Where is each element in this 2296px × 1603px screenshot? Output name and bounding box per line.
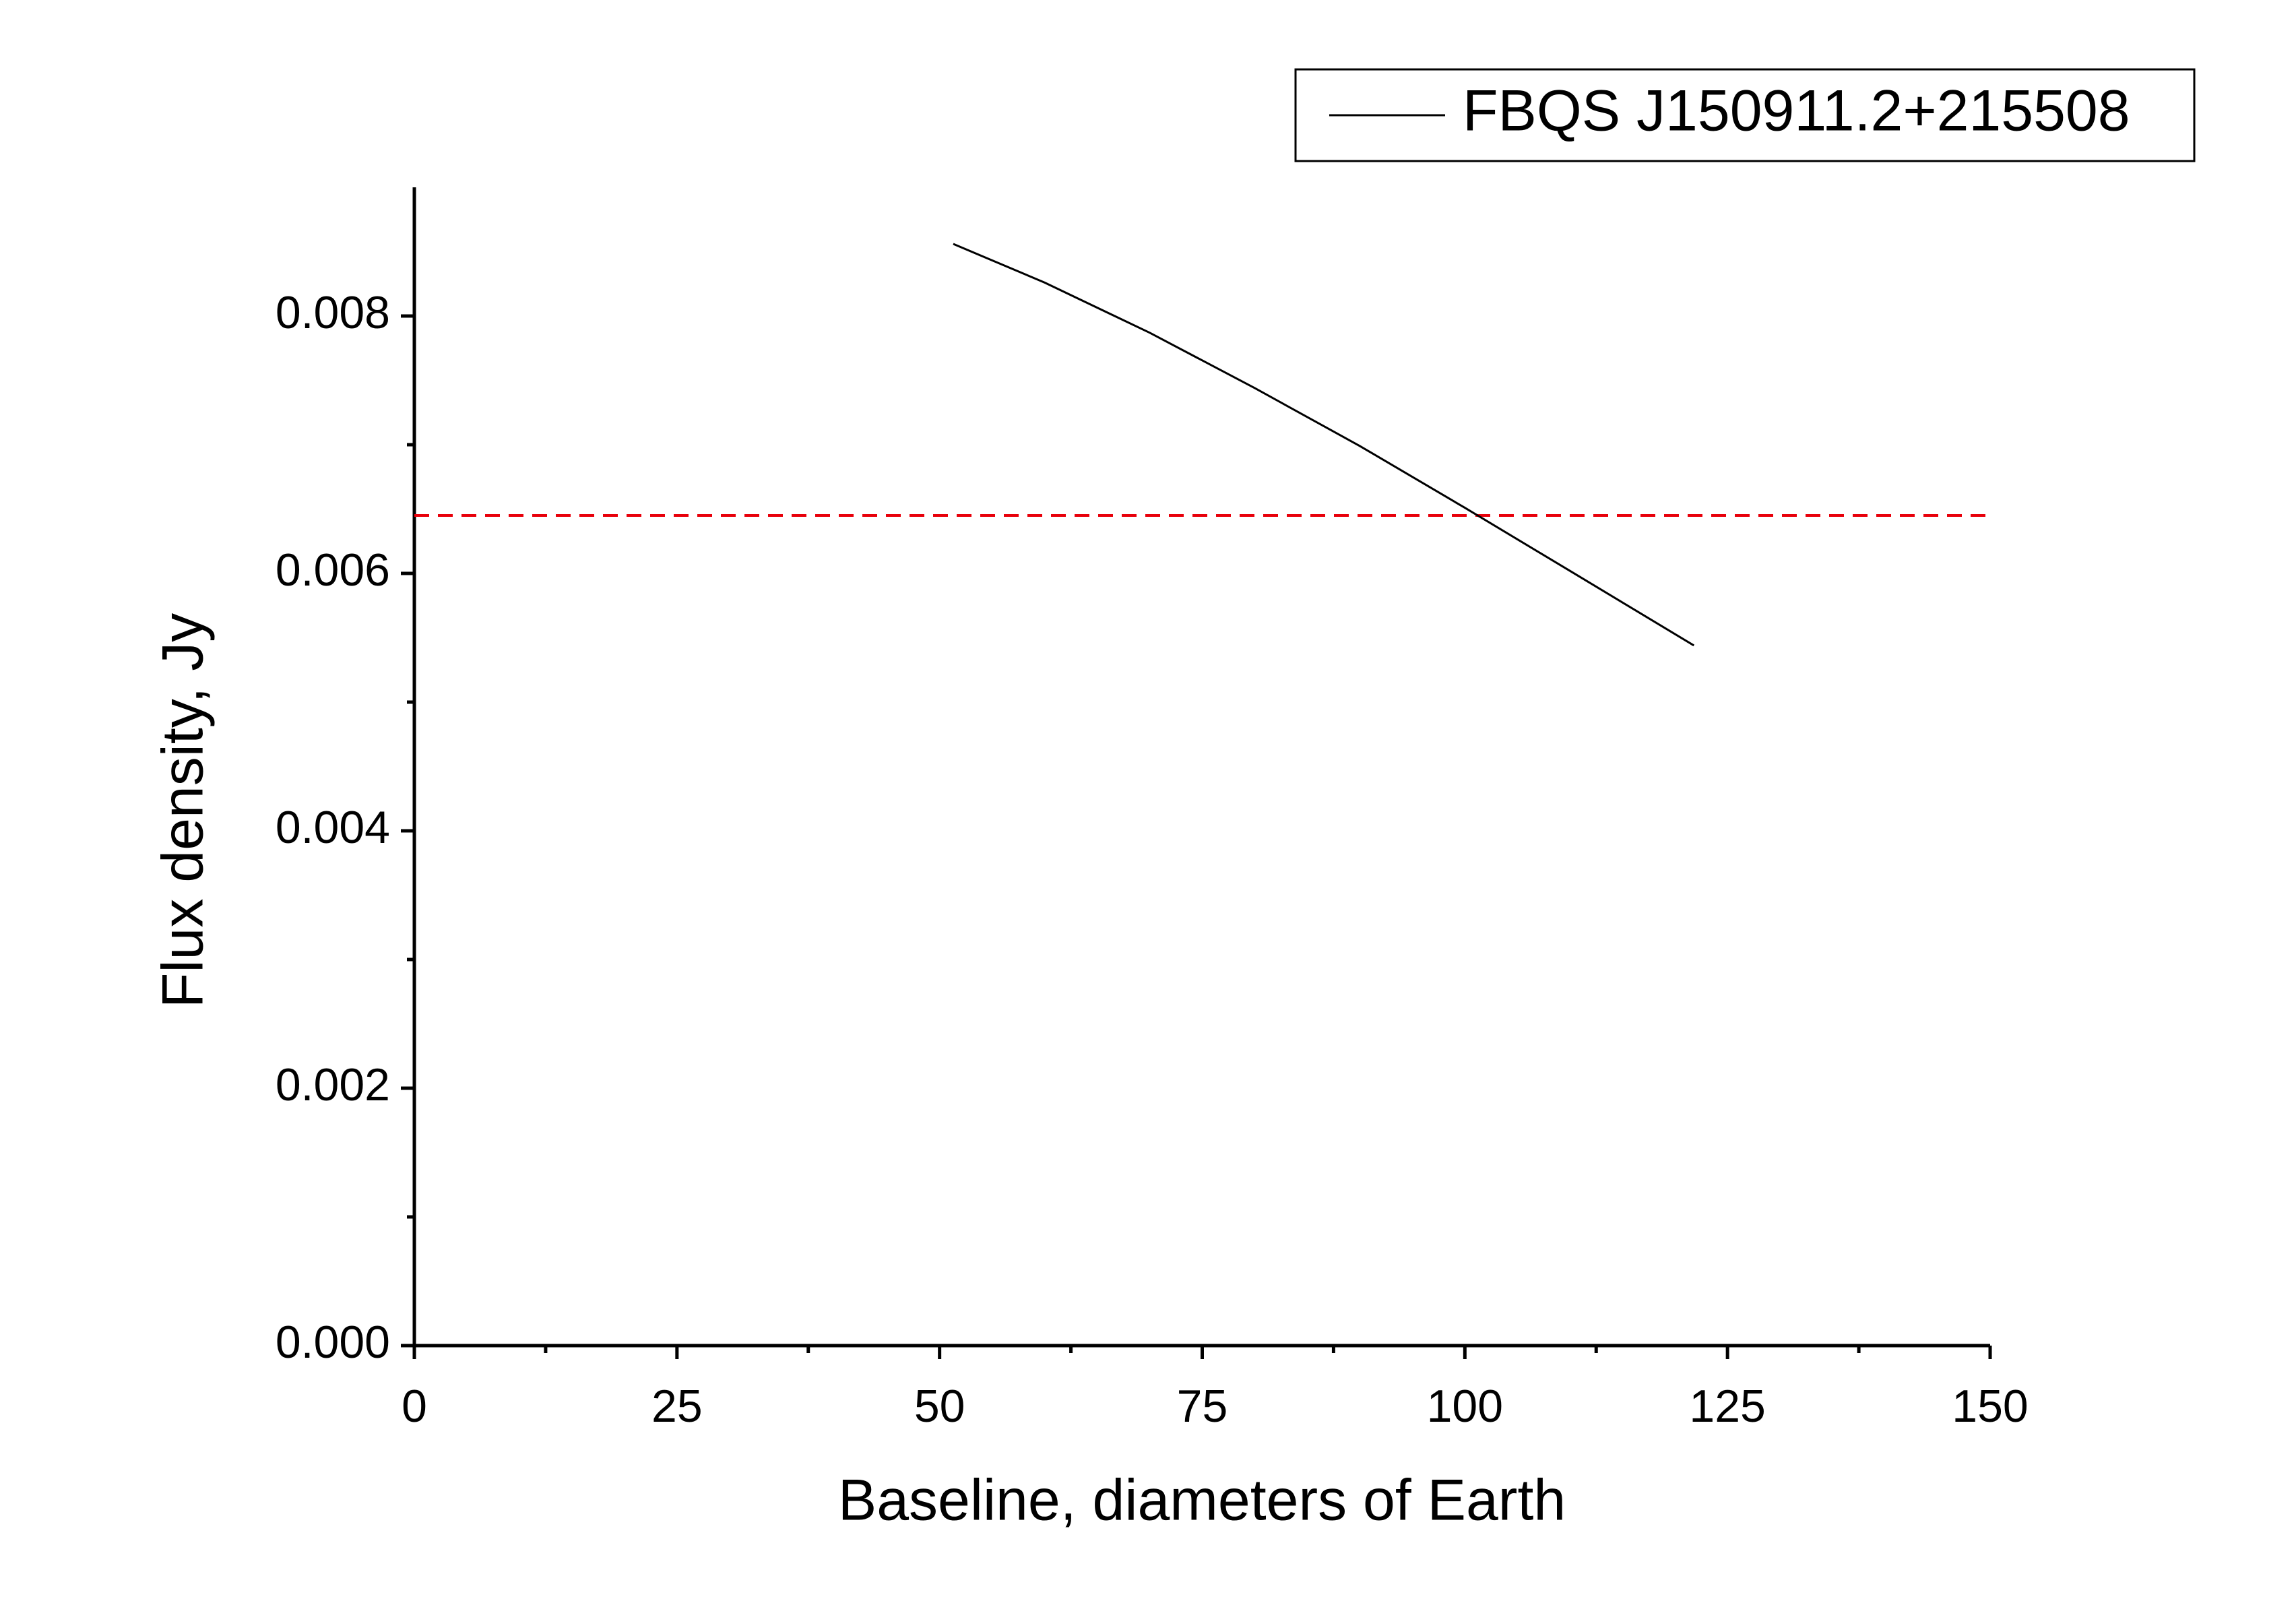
- series-line: [953, 243, 1695, 647]
- x-tick-label: 125: [1689, 1381, 1765, 1432]
- y-tick-label: 0.000: [276, 1317, 390, 1368]
- y-tick-label: 0.006: [276, 544, 390, 596]
- legend-label: FBQS J150911.2+215508: [1463, 79, 2130, 144]
- x-axis-label: Baseline, diameters of Earth: [838, 1468, 1566, 1533]
- x-tick-label: 100: [1427, 1381, 1503, 1432]
- x-tick-label: 150: [1952, 1381, 2028, 1432]
- y-tick-label: 0.008: [276, 287, 390, 338]
- x-tick-label: 0: [402, 1381, 427, 1432]
- x-tick-label: 25: [651, 1381, 703, 1432]
- y-tick-label: 0.002: [276, 1059, 390, 1110]
- x-tick-label: 75: [1177, 1381, 1228, 1432]
- x-tick-label: 50: [914, 1381, 965, 1432]
- legend-box: [1294, 68, 2196, 162]
- y-axis-label: Flux density, Jy: [151, 613, 216, 1008]
- y-tick-label: 0.004: [276, 802, 390, 853]
